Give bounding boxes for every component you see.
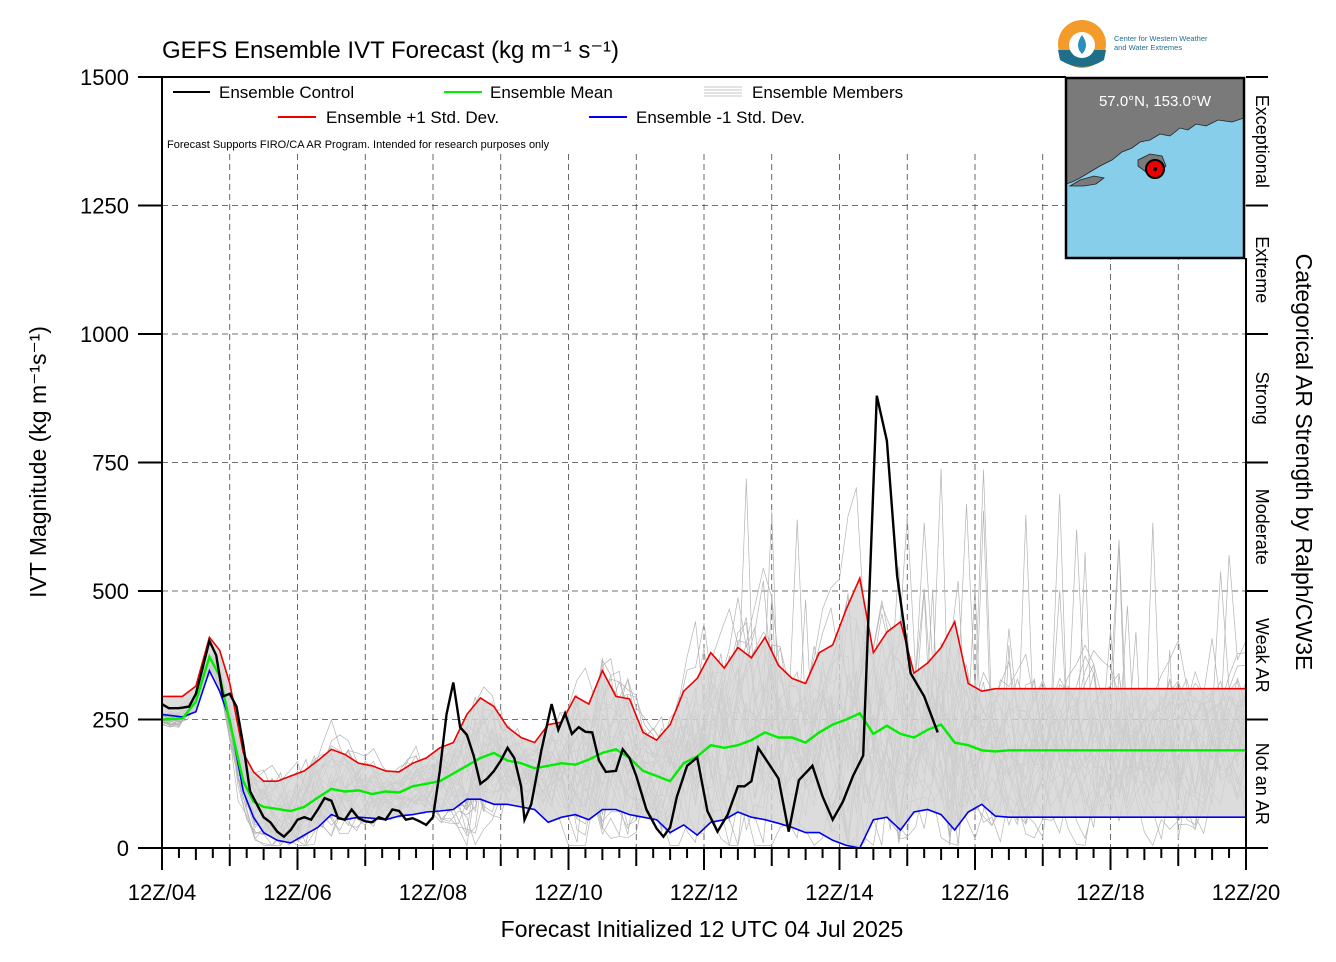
legend-members-swatch — [704, 86, 742, 97]
category-label: Weak AR — [1252, 618, 1272, 693]
chart-title: GEFS Ensemble IVT Forecast (kg m⁻¹ s⁻¹) — [162, 37, 619, 64]
logo-drop-icon — [1078, 35, 1086, 54]
right-axis-label: Categorical AR Strength by Ralph/CW3E — [1291, 254, 1317, 671]
category-label: Extreme — [1252, 236, 1272, 303]
x-tick-label: 12Z/18 — [1076, 880, 1145, 905]
category-label: Strong — [1252, 372, 1272, 425]
research-note: Forecast Supports FIRO/CA AR Program. In… — [167, 139, 550, 151]
inset-land — [1065, 77, 1245, 185]
category-label: Not an AR — [1252, 743, 1272, 825]
x-tick-label: 12Z/12 — [670, 880, 739, 905]
plus-std-line — [162, 575, 1246, 782]
y-tick-label: 500 — [92, 579, 129, 604]
y-tick-label: 1500 — [80, 65, 129, 90]
logo-text-2: and Water Extremes — [1114, 43, 1182, 52]
location-inset-map: 57.0°N, 153.0°W — [1064, 76, 1246, 260]
x-tick-label: 12Z/04 — [128, 880, 197, 905]
legend-plus-label: Ensemble +1 Std. Dev. — [326, 108, 499, 127]
minus-std-line — [161, 668, 1246, 849]
x-tick-label: 12Z/20 — [1212, 880, 1281, 905]
std-dev-band — [162, 578, 1246, 848]
mean-line — [161, 653, 1246, 813]
inset-location-text: 57.0°N, 153.0°W — [1099, 93, 1212, 110]
inset-peninsula — [1068, 175, 1105, 187]
location-marker-center — [1153, 167, 1157, 171]
category-label: Moderate — [1252, 489, 1272, 565]
logo-wave-icon — [1058, 50, 1106, 67]
category-label: Exceptional — [1252, 95, 1272, 188]
legend-mean-label: Ensemble Mean — [490, 83, 613, 102]
x-axis-ticks: 12Z/04 12Z/06 12Z/08 12Z/10 12Z/12 12Z/14 12Z/… — [128, 848, 1281, 905]
legend: Ensemble Control Ensemble Mean Ensemble … — [167, 83, 903, 151]
category-labels: Not an AR Weak AR Moderate Strong Extreme Exc… — [1246, 76, 1272, 849]
inset-border — [1064, 76, 1246, 260]
legend-members-label: Ensemble Members — [752, 83, 903, 102]
y-tick-label: 750 — [92, 451, 129, 476]
x-tick-label: 12Z/14 — [805, 880, 874, 905]
y-axis-label: IVT Magnitude (kg m⁻¹s⁻¹) — [25, 326, 51, 598]
x-tick-label: 12Z/16 — [941, 880, 1010, 905]
x-tick-label: 12Z/10 — [534, 880, 603, 905]
control-line — [161, 395, 939, 839]
legend-minus-label: Ensemble -1 Std. Dev. — [636, 108, 805, 127]
y-axis-ticks: 0 250 500 750 1000 1250 1500 — [80, 65, 162, 861]
y-tick-label: 1000 — [80, 322, 129, 347]
grid-lines — [162, 154, 1246, 848]
y-tick-label: 1250 — [80, 194, 129, 219]
y-tick-label: 250 — [92, 708, 129, 733]
x-tick-label: 12Z/08 — [399, 880, 468, 905]
x-axis-label: Forecast Initialized 12 UTC 04 Jul 2025 — [501, 916, 904, 942]
legend-control-label: Ensemble Control — [219, 83, 354, 102]
cw3e-logo: Center for Western Weather and Water Ext… — [1058, 20, 1208, 68]
x-tick-label: 12Z/06 — [263, 880, 332, 905]
logo-text-1: Center for Western Weather — [1114, 34, 1208, 43]
y-tick-label: 0 — [117, 836, 129, 861]
